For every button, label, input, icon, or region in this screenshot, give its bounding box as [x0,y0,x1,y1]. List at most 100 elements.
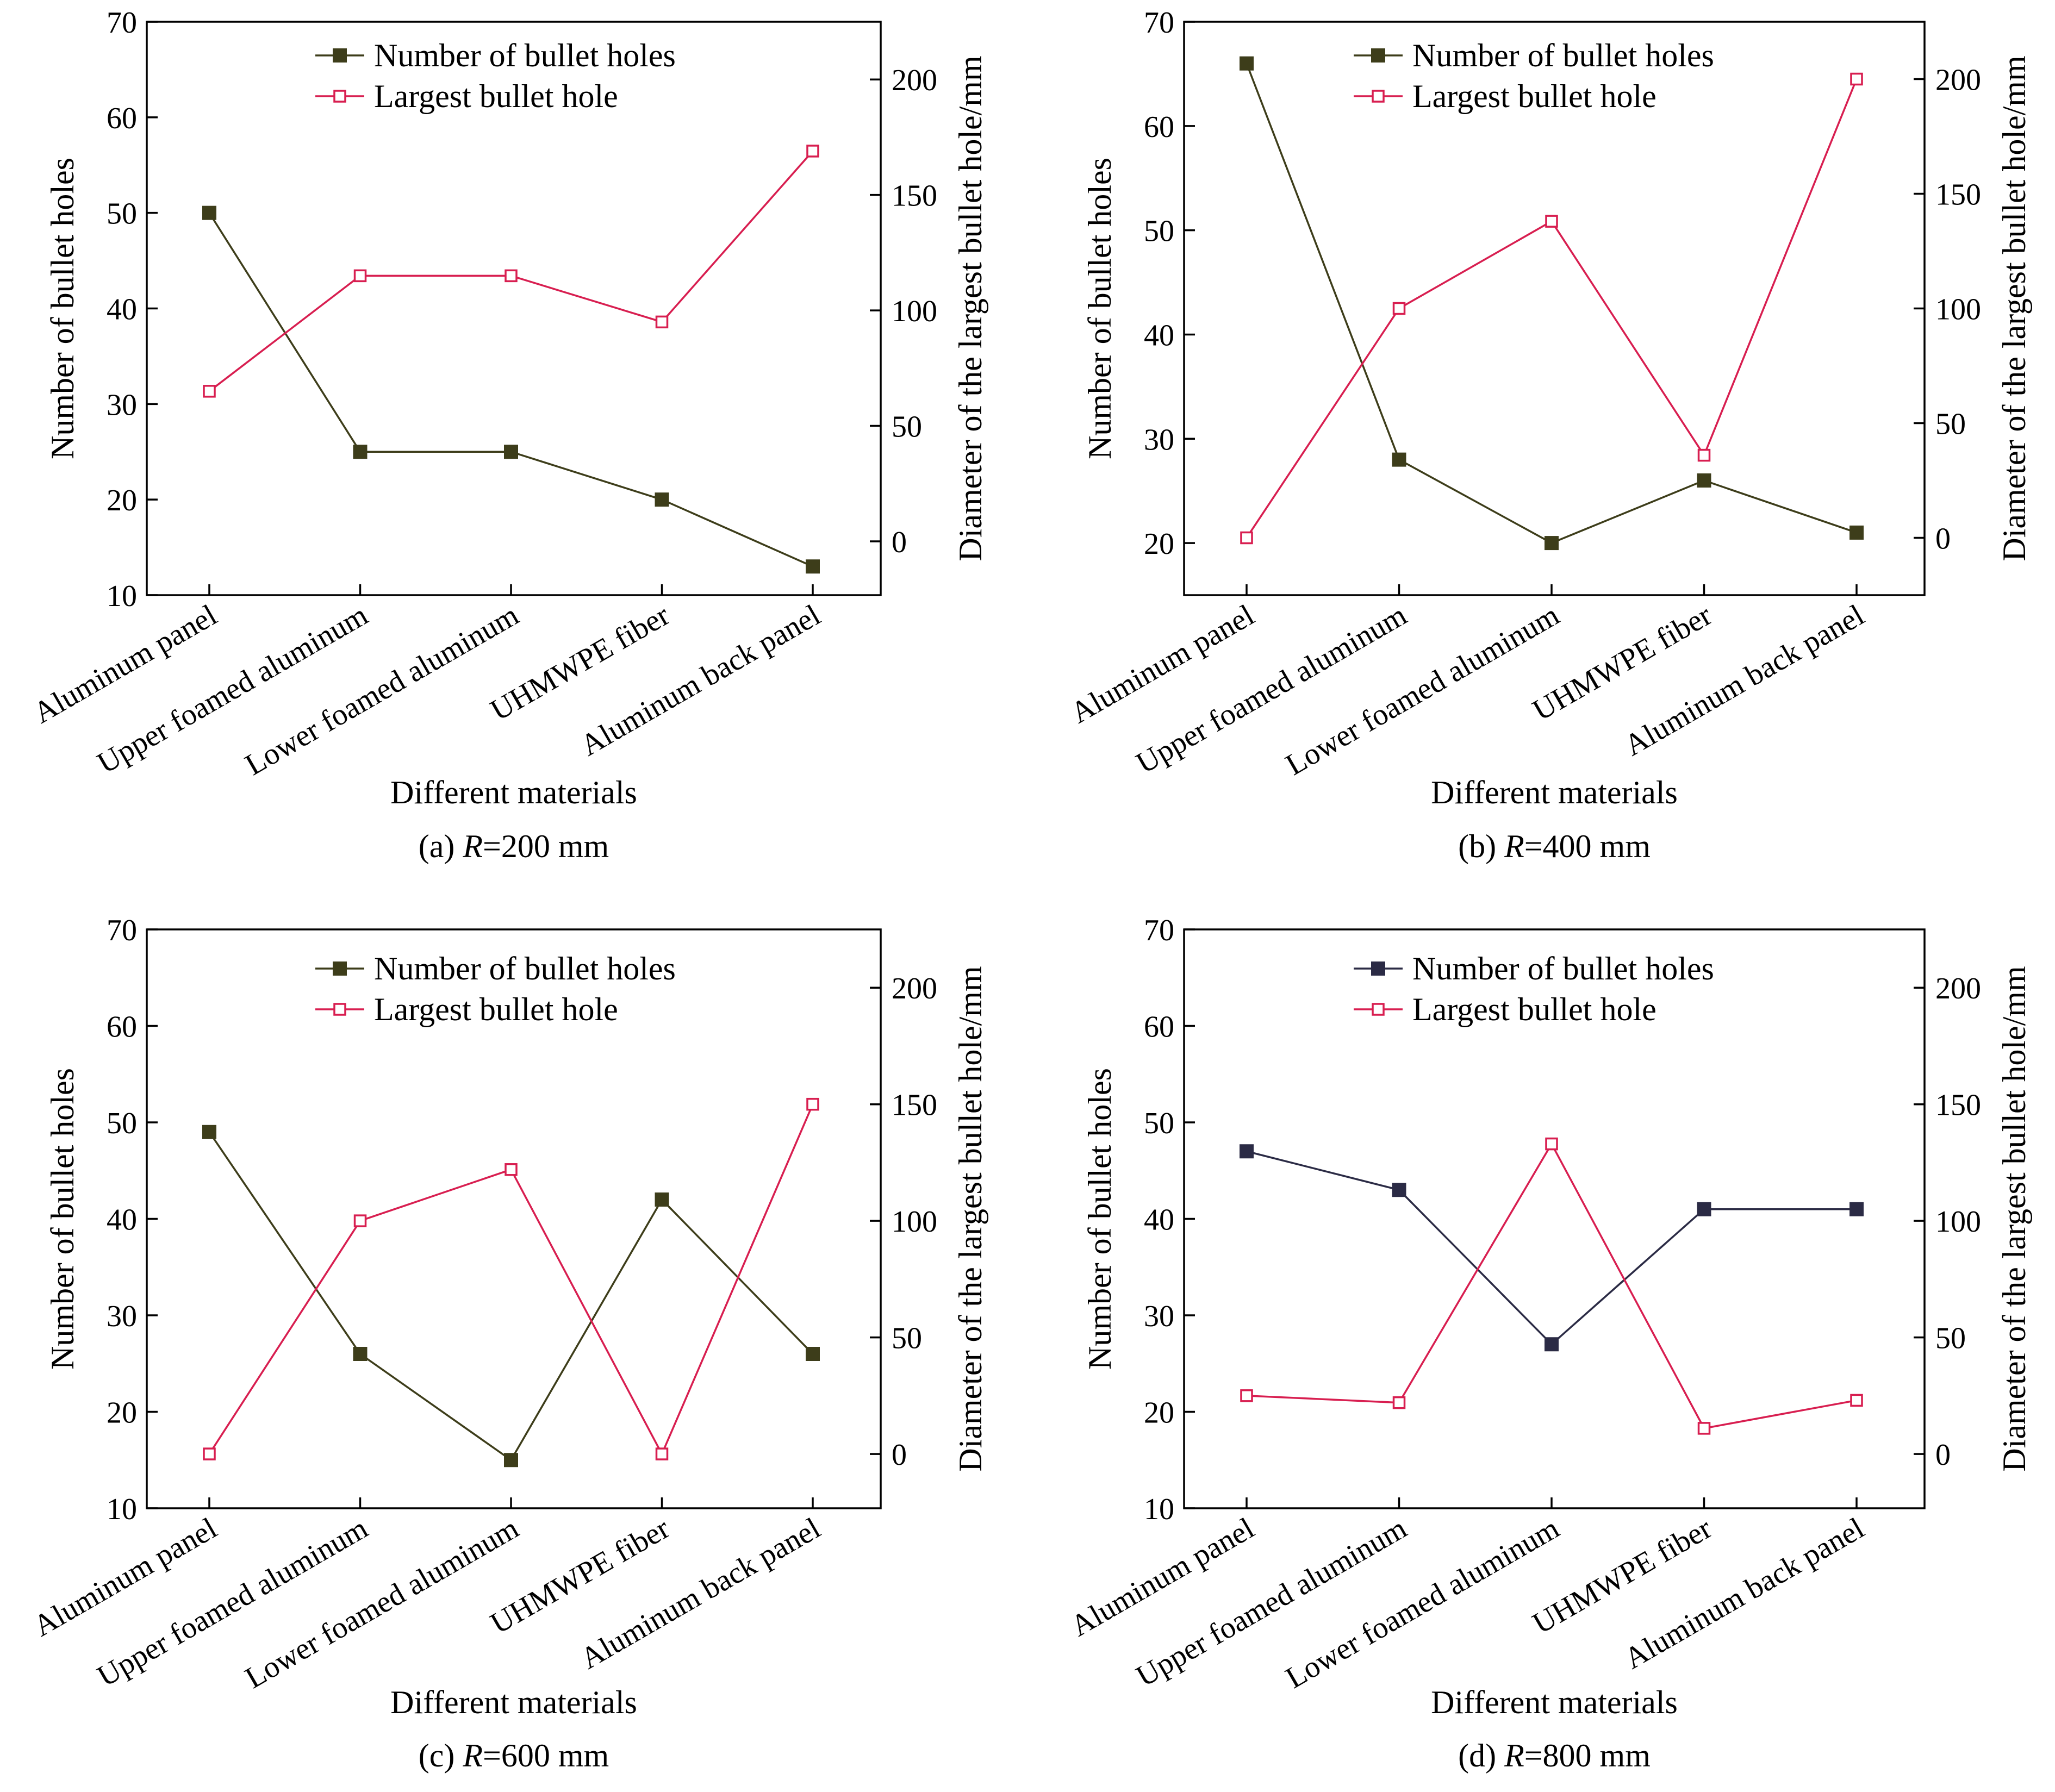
y-axis-right-title: Diameter of the largest bullet hole/mm [1996,55,2032,561]
series-largest-bullet-hole [1240,1137,1863,1435]
left-tick-label: 50 [107,1107,137,1140]
caption-variable: R [462,828,483,864]
caption-value: =200 mm [483,828,609,864]
left-tick-label: 60 [1144,1010,1174,1044]
legend-entry: Largest bullet hole [1354,78,1657,114]
data-point [655,1192,669,1207]
data-point [806,145,819,158]
legend-entry: Number of bullet holes [1354,951,1714,986]
legend-entry: Largest bullet hole [315,78,618,114]
left-tick-label: 50 [1144,1107,1174,1140]
left-tick-label: 10 [107,1493,137,1526]
x-axis-title: Different materials [390,775,637,810]
data-point [1545,215,1558,228]
legend-entry: Largest bullet hole [1354,991,1657,1027]
data-point [353,445,368,459]
data-point [202,1125,216,1139]
x-tick-label: Upper foamed aluminum [1130,1512,1412,1694]
left-tick-label: 70 [107,6,137,40]
right-tick-label: 100 [1935,293,1981,327]
y-axis-right-title: Diameter of the largest bullet hole/mm [1996,966,2032,1471]
data-point [1697,448,1711,462]
left-tick-label: 40 [1144,1203,1174,1237]
data-point [1240,531,1253,545]
legend-entry: Number of bullet holes [315,38,676,73]
data-point [1850,1394,1863,1407]
legend-marker [333,90,346,103]
right-tick-label: 0 [892,526,907,559]
legend-marker [1371,48,1385,63]
right-tick-label: 150 [1935,1089,1981,1122]
right-tick-label: 150 [892,1089,937,1122]
data-point [505,1163,518,1176]
left-tick-label: 20 [1144,1396,1174,1430]
data-point [504,445,518,459]
right-tick-label: 200 [1935,972,1981,1006]
data-point [202,205,216,220]
x-tick-label: Aluminum back panel [575,598,826,763]
series-line [208,1131,814,1462]
caption-value: =600 mm [483,1738,609,1774]
data-point [806,559,820,574]
legend-label: Largest bullet hole [374,991,618,1027]
series-largest-bullet-hole [203,145,819,398]
right-tick-label: 0 [1935,1438,1951,1472]
caption-variable: R [462,1738,483,1774]
legend-label: Number of bullet holes [1412,38,1714,73]
right-tick-label: 150 [1935,178,1981,212]
x-tick-label: Aluminum back panel [575,1512,826,1676]
caption-label: (a) [419,828,463,864]
right-tick-label: 200 [892,64,937,97]
data-point [353,1214,367,1227]
data-point [505,269,518,283]
data-point [1240,1389,1253,1402]
y-axis-left-title: Number of bullet holes [45,1068,80,1370]
data-point [1392,302,1406,315]
panel-caption: (d) R=800 mm [1458,1738,1651,1774]
data-point [1697,1422,1711,1435]
panel-caption: (c) R=600 mm [419,1738,609,1774]
y-axis-right-title: Diameter of the largest bullet hole/mm [952,966,988,1471]
legend-label: Number of bullet holes [374,951,676,986]
x-tick-label: Lower foamed aluminum [1280,598,1565,782]
legend-label: Number of bullet holes [374,38,676,73]
data-point [655,492,669,507]
data-point [1850,72,1863,86]
left-tick-label: 30 [107,1300,137,1333]
right-tick-label: 0 [1935,522,1951,556]
caption-label: (b) [1458,828,1504,864]
right-tick-label: 50 [892,410,922,444]
x-axis-title: Different materials [1431,1684,1678,1720]
x-tick-label: Lower foamed aluminum [240,1512,525,1695]
legend-entry: Number of bullet holes [315,951,676,986]
data-point [504,1453,518,1468]
left-tick-label: 20 [1144,527,1174,561]
y-axis-right-title: Diameter of the largest bullet hole/mm [952,55,988,561]
left-tick-label: 40 [107,1203,137,1237]
legend-entry: Largest bullet hole [315,991,618,1027]
series-bullet-hole-count [202,1125,820,1468]
left-tick-label: 50 [1144,215,1174,248]
legend-marker [1372,90,1385,103]
data-point [1545,536,1559,551]
x-tick-label: Lower foamed aluminum [240,598,525,782]
data-point [655,1447,669,1460]
data-point [1392,1396,1406,1409]
x-tick-label: Upper foamed aluminum [91,1512,373,1694]
left-tick-label: 30 [1144,423,1174,457]
data-point [655,315,669,329]
series-line [208,212,813,567]
left-tick-label: 20 [107,1396,137,1430]
right-tick-label: 100 [1935,1205,1981,1239]
right-tick-label: 200 [1935,64,1981,97]
legend-marker [1371,961,1385,976]
right-tick-label: 200 [892,972,937,1006]
data-point [1697,1202,1711,1216]
left-tick-label: 70 [1144,6,1174,40]
legend-label: Largest bullet hole [1412,78,1657,114]
left-tick-label: 50 [107,197,137,231]
left-tick-label: 60 [107,102,137,135]
left-tick-label: 70 [1144,914,1174,947]
